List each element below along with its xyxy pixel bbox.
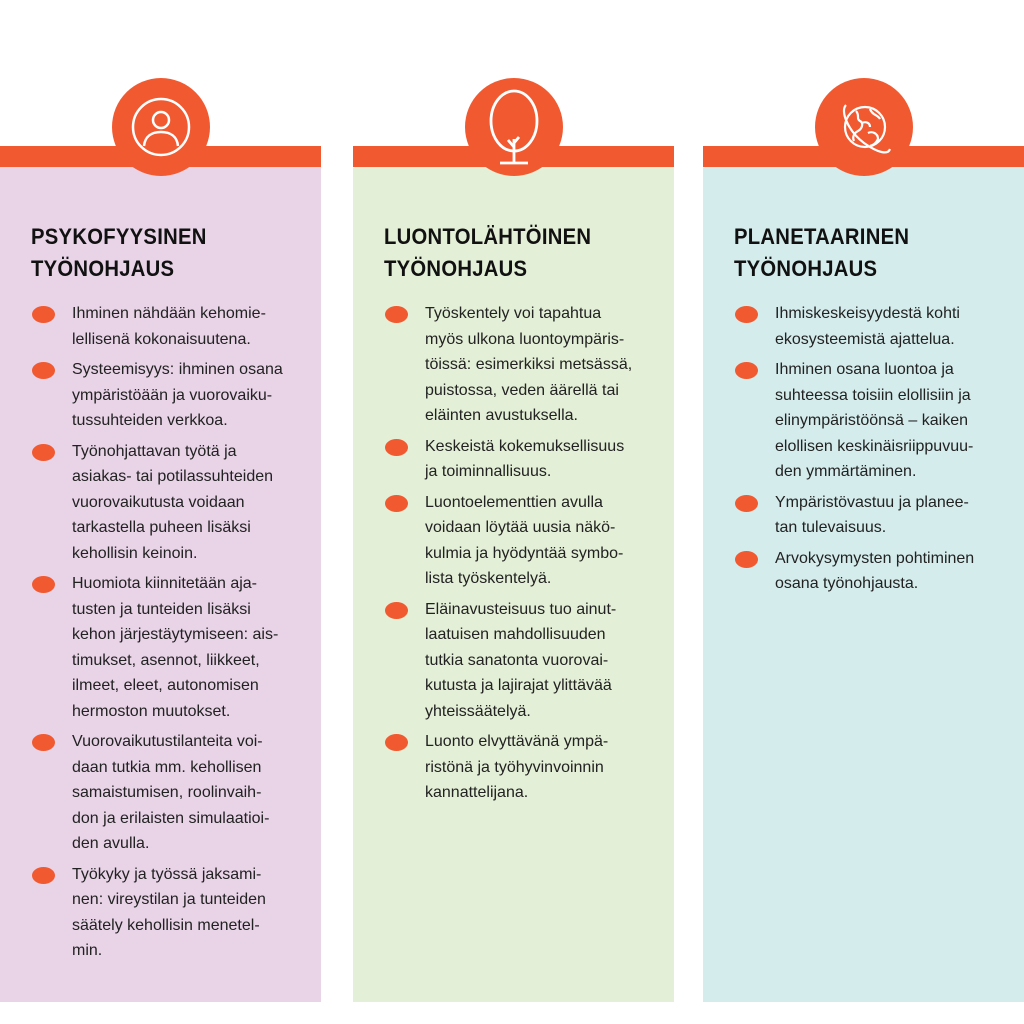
person-icon (111, 78, 210, 176)
bullet-dot-icon (32, 443, 55, 461)
bullet-dot-icon (32, 362, 55, 379)
list-item: Arvokysymysten pohtiminen osana työnohja… (734, 546, 1014, 597)
bullet-list: Työskentely voi tapahtua myös ulkona luo… (384, 301, 664, 811)
bullet-dot-icon (385, 438, 408, 456)
column-1: PSYKOFYYSINEN TYÖNOHJAUS Ihminen nähdään… (0, 78, 321, 1002)
bullet-list: Ihminen nähdään kehomie- lellisenä kokon… (31, 301, 311, 969)
bullet-dot-icon (32, 866, 55, 884)
list-item: Ihminen osana luontoa ja suhteessa toisi… (734, 357, 1014, 485)
bullet-list: Ihmiskeskeisyydestä kohti ekosysteemistä… (734, 301, 1014, 602)
column-panel: LUONTOLÄHTÖINEN TYÖNOHJAUS Työskentely v… (353, 167, 674, 1002)
bullet-dot-icon (385, 306, 408, 323)
tree-icon (464, 78, 563, 176)
list-item: Ihminen nähdään kehomie- lellisenä kokon… (31, 301, 311, 352)
globe-icon (814, 78, 913, 176)
bullet-dot-icon (735, 362, 758, 379)
column-2: LUONTOLÄHTÖINEN TYÖNOHJAUS Työskentely v… (353, 78, 674, 1002)
column-title: PLANETAARINEN TYÖNOHJAUS (734, 224, 910, 281)
list-item: Luontoelementtien avulla voidaan löytää … (384, 490, 664, 592)
item-text: Eläinavusteisuus tuo ainut- laatuisen ma… (425, 600, 617, 720)
item-text: Arvokysymysten pohtiminen osana työnohja… (775, 549, 975, 593)
bullet-dot-icon (385, 601, 408, 619)
list-item: Luonto elvyttävänä ympä- ristönä ja työh… (384, 729, 664, 806)
item-text: Ympäristövastuu ja planee- tan tulevaisu… (775, 493, 969, 537)
bullet-dot-icon (32, 576, 55, 593)
bullet-dot-icon (735, 550, 758, 568)
item-text: Työskentely voi tapahtua myös ulkona luo… (425, 305, 633, 424)
item-text: Huomiota kiinnitetään aja- tusten ja tun… (72, 575, 279, 720)
item-text: Luontoelementtien avulla voidaan löytää … (425, 493, 624, 588)
bullet-dot-icon (735, 306, 758, 323)
item-text: Ihmiskeskeisyydestä kohti ekosysteemistä… (775, 305, 960, 348)
list-item: Työnohjattavan työtä ja asiakas- tai pot… (31, 439, 311, 567)
list-item: Huomiota kiinnitetään aja- tusten ja tun… (31, 571, 311, 724)
item-text: Systeemisyys: ihminen osana ympäristöään… (72, 361, 283, 429)
item-text: Työkyky ja työssä jaksami- nen: vireysti… (72, 865, 266, 960)
list-item: Ympäristövastuu ja planee- tan tulevaisu… (734, 490, 1014, 541)
list-item: Työskentely voi tapahtua myös ulkona luo… (384, 301, 664, 429)
column-title: PSYKOFYYSINEN TYÖNOHJAUS (31, 224, 207, 281)
item-text: Ihminen nähdään kehomie- lellisenä kokon… (72, 305, 266, 348)
column-3: PLANETAARINEN TYÖNOHJAUS Ihmiskeskeisyyd… (703, 78, 1024, 1002)
bullet-dot-icon (385, 734, 408, 751)
item-text: Luonto elvyttävänä ympä- ristönä ja työh… (425, 733, 609, 801)
column-panel: PSYKOFYYSINEN TYÖNOHJAUS Ihminen nähdään… (0, 167, 321, 1002)
item-text: Vuorovaikutustilanteita voi- daan tutkia… (72, 733, 270, 852)
list-item: Vuorovaikutustilanteita voi- daan tutkia… (31, 729, 311, 857)
list-item: Ihmiskeskeisyydestä kohti ekosysteemistä… (734, 301, 1014, 352)
item-text: Työnohjattavan työtä ja asiakas- tai pot… (72, 442, 274, 562)
column-title: LUONTOLÄHTÖINEN TYÖNOHJAUS (384, 224, 592, 281)
item-text: Keskeistä kokemuksellisuus ja toiminnall… (425, 437, 625, 481)
column-panel: PLANETAARINEN TYÖNOHJAUS Ihmiskeskeisyyd… (703, 167, 1024, 1002)
list-item: Keskeistä kokemuksellisuus ja toiminnall… (384, 434, 664, 485)
bullet-dot-icon (32, 734, 55, 751)
list-item: Eläinavusteisuus tuo ainut- laatuisen ma… (384, 597, 664, 725)
bullet-dot-icon (32, 306, 55, 323)
item-text: Ihminen osana luontoa ja suhteessa toisi… (775, 361, 974, 480)
bullet-dot-icon (385, 494, 408, 512)
list-item: Työkyky ja työssä jaksami- nen: vireysti… (31, 862, 311, 964)
bullet-dot-icon (735, 494, 758, 512)
list-item: Systeemisyys: ihminen osana ympäristöään… (31, 357, 311, 434)
